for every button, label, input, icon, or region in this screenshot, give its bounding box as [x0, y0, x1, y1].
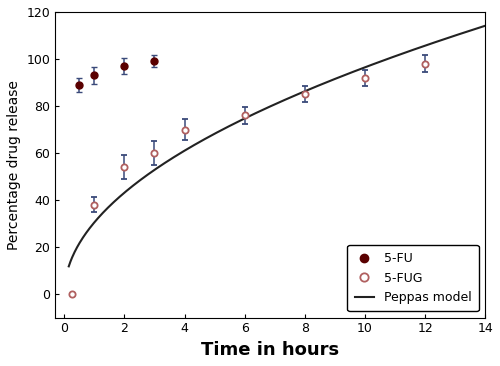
- Y-axis label: Percentage drug release: Percentage drug release: [7, 80, 21, 250]
- X-axis label: Time in hours: Time in hours: [201, 341, 340, 359]
- Legend: 5-FU, 5-FUG, Peppas model: 5-FU, 5-FUG, Peppas model: [348, 245, 479, 311]
